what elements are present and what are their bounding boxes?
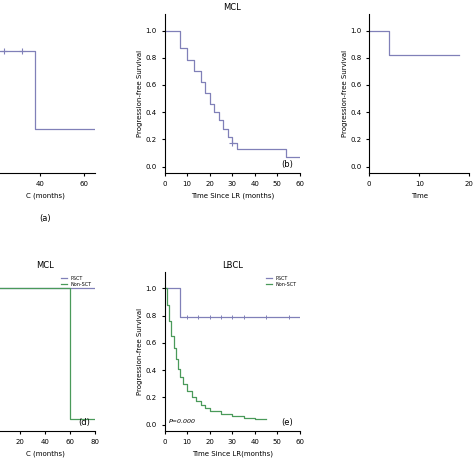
X-axis label: C (months): C (months) bbox=[26, 192, 65, 199]
Text: (e): (e) bbox=[282, 418, 293, 427]
X-axis label: Time Since LR (months): Time Since LR (months) bbox=[191, 192, 274, 199]
Legend: PSCT, Non-SCT: PSCT, Non-SCT bbox=[264, 274, 298, 288]
X-axis label: C (months): C (months) bbox=[26, 450, 65, 457]
Title: MCL: MCL bbox=[36, 261, 54, 270]
Text: (a): (a) bbox=[39, 214, 51, 223]
Title: LBCL: LBCL bbox=[222, 261, 243, 270]
Text: (b): (b) bbox=[281, 160, 293, 169]
Y-axis label: Progression-free Survival: Progression-free Survival bbox=[137, 308, 143, 395]
Y-axis label: Progression-free Survival: Progression-free Survival bbox=[342, 50, 347, 137]
X-axis label: Time: Time bbox=[411, 192, 428, 199]
Legend: PSCT, Non-SCT: PSCT, Non-SCT bbox=[60, 274, 93, 288]
Y-axis label: Progression-free Survival: Progression-free Survival bbox=[137, 50, 143, 137]
Text: (d): (d) bbox=[78, 418, 90, 427]
Text: P=0.000: P=0.000 bbox=[169, 419, 196, 424]
Title: MCL: MCL bbox=[223, 3, 241, 12]
X-axis label: Time Since LR(months): Time Since LR(months) bbox=[192, 450, 273, 457]
